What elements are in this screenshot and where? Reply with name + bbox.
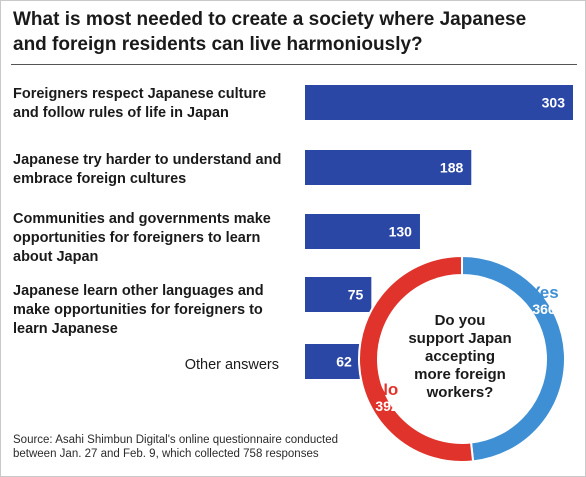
source-note: Source: Asahi Shimbun Digital's online q… — [13, 433, 393, 461]
chart-title-line-1: What is most needed to create a society … — [13, 9, 527, 30]
source-note-line-2: between Jan. 27 and Feb. 9, which collec… — [13, 448, 319, 460]
donut-center-line-3: accepting — [424, 348, 496, 365]
category-label-4-line-1: Japanese learn other languages and — [13, 283, 264, 299]
category-label-3: Communities and governments make opportu… — [13, 210, 301, 267]
category-label-3-line-3: about Japan — [13, 249, 99, 265]
donut-center-line-2: support Japan — [408, 330, 512, 347]
donut-center-line-5: workers? — [426, 384, 494, 401]
category-label-1-line-2: and follow rules of life in Japan — [13, 105, 229, 121]
category-label-4: Japanese learn other languages and make … — [13, 282, 301, 339]
bar-value-label-5: 62 — [336, 354, 352, 370]
bar-3 — [305, 214, 420, 249]
bar-value-label-1: 303 — [542, 95, 566, 111]
slice-label-yes: Yes 366 — [519, 284, 569, 318]
bar-series: 303 188 130 75 62 — [305, 85, 573, 379]
donut-hole — [378, 275, 546, 443]
bar-value-label-2: 188 — [440, 160, 464, 176]
donut-center-line-4: more foreign — [414, 366, 506, 383]
bar-4 — [305, 277, 372, 312]
category-label-4-line-3: learn Japanese — [13, 321, 118, 337]
category-label-5-line-1: Other answers — [184, 357, 279, 373]
category-label-1-line-1: Foreigners respect Japanese culture — [13, 86, 267, 102]
slice-label-no: No 392 — [365, 381, 409, 415]
title-divider — [11, 64, 577, 65]
bar-value-label-3: 130 — [389, 224, 413, 240]
category-label-3-line-1: Communities and governments make — [13, 211, 271, 227]
category-label-1: Foreigners respect Japanese culture and … — [13, 85, 301, 123]
bar-2 — [305, 150, 472, 185]
bar-1 — [305, 85, 573, 120]
donut-center-line-1: Do you — [434, 312, 486, 329]
category-label-3-line-2: opportunities for foreigners to learn — [13, 230, 261, 246]
category-label-5: Other answers — [1, 356, 279, 375]
bar-value-label-4: 75 — [348, 287, 364, 303]
donut-center-question: Do you support Japan accepting more fore… — [398, 312, 522, 402]
slice-label-no-value: 392 — [375, 398, 399, 414]
category-label-4-line-2: make opportunities for foreigners to — [13, 302, 263, 318]
source-note-line-1: Source: Asahi Shimbun Digital's online q… — [13, 434, 339, 446]
category-label-2: Japanese try harder to understand and em… — [13, 151, 301, 189]
slice-label-no-name: No — [375, 380, 399, 399]
category-label-2-line-1: Japanese try harder to understand and — [13, 152, 282, 168]
category-label-2-line-2: embrace foreign cultures — [13, 171, 187, 187]
donut-chart — [358, 254, 566, 463]
chart-title: What is most needed to create a society … — [13, 7, 573, 57]
chart-title-line-2: and foreign residents can live harmoniou… — [13, 34, 423, 55]
bar-5 — [305, 344, 360, 379]
slice-label-yes-value: 366 — [532, 301, 556, 317]
slice-label-yes-name: Yes — [529, 283, 559, 302]
